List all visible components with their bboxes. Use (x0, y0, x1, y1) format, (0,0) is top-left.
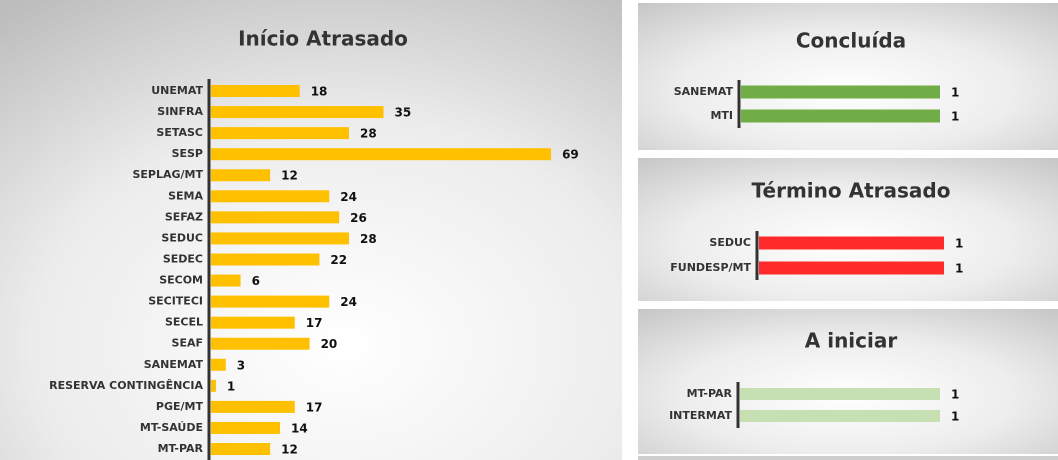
data-label: 12 (281, 443, 298, 457)
bar (211, 316, 295, 329)
data-label: 20 (321, 337, 338, 351)
data-label: 1 (955, 262, 963, 276)
bar (741, 109, 940, 123)
bar (211, 190, 330, 203)
category-label: UNEMAT (151, 84, 203, 97)
bar (211, 443, 271, 456)
category-label: MT-PAR (687, 387, 733, 400)
category-label: SETASC (156, 126, 203, 139)
category-label: MTI (710, 109, 733, 122)
data-label: 3 (237, 358, 245, 372)
chart-title: A iniciar (805, 329, 898, 353)
category-label: SESP (172, 147, 203, 160)
data-label: 6 (252, 274, 260, 288)
data-label: 14 (291, 421, 308, 435)
category-label: MT-SAÚDE (140, 421, 203, 434)
bar (211, 232, 349, 245)
bar (759, 236, 944, 250)
category-label: SEMA (168, 189, 203, 202)
category-label: SANEMAT (674, 85, 734, 98)
bar (759, 261, 944, 275)
data-label: 1 (951, 110, 959, 124)
category-label: SEAF (172, 337, 203, 350)
data-label: 24 (340, 190, 357, 204)
data-label: 35 (395, 106, 412, 120)
category-label: SECITECI (148, 295, 203, 308)
panel (638, 3, 1058, 150)
data-label: 24 (340, 295, 357, 309)
category-label: RESERVA CONTINGÊNCIA (49, 379, 203, 392)
panel (0, 0, 622, 460)
category-label: SECOM (159, 274, 203, 287)
bar (211, 295, 330, 308)
bar (740, 388, 940, 400)
data-label: 1 (951, 86, 959, 100)
chart-title: Concluída (796, 29, 906, 53)
bar (211, 85, 300, 97)
data-label: 69 (562, 148, 579, 162)
data-label: 1 (955, 237, 963, 251)
data-label: 12 (281, 169, 298, 183)
category-label: SEPLAG/MT (132, 168, 203, 181)
category-label: FUNDESP/MT (670, 261, 751, 274)
data-label: 22 (330, 253, 347, 267)
data-label: 17 (306, 316, 323, 330)
data-label: 1 (227, 379, 235, 393)
bar (211, 337, 310, 350)
category-label: PGE/MT (156, 400, 204, 413)
bar (740, 410, 940, 422)
bar (211, 274, 241, 287)
data-label: 1 (951, 410, 959, 424)
data-label: 28 (360, 127, 377, 141)
panel (638, 158, 1058, 301)
chart-title: Início Atrasado (238, 27, 408, 51)
bar (211, 106, 384, 119)
data-label: 17 (306, 400, 323, 414)
bar (211, 400, 295, 413)
category-label: SINFRA (157, 105, 203, 118)
category-label: MT-PAR (158, 442, 204, 455)
bar (741, 85, 940, 99)
bar (211, 169, 271, 182)
panel (638, 456, 1058, 460)
category-label: SEDEC (163, 252, 203, 265)
category-label: SEDUC (161, 231, 203, 244)
data-label: 26 (350, 211, 367, 225)
category-label: SEFAZ (165, 210, 203, 223)
bar (211, 253, 320, 266)
category-label: SECEL (165, 316, 203, 329)
category-label: SANEMAT (144, 358, 204, 371)
bar (211, 127, 349, 140)
panel (638, 309, 1058, 454)
bar (211, 358, 226, 371)
bar (211, 421, 280, 434)
chart-title: Término Atrasado (752, 179, 951, 203)
data-label: 18 (311, 85, 328, 99)
bar (211, 211, 340, 224)
data-label: 28 (360, 232, 377, 246)
category-label: SEDUC (709, 236, 751, 249)
category-label: INTERMAT (669, 409, 732, 422)
bar (211, 379, 216, 392)
data-label: 1 (951, 388, 959, 402)
bar (211, 148, 552, 161)
